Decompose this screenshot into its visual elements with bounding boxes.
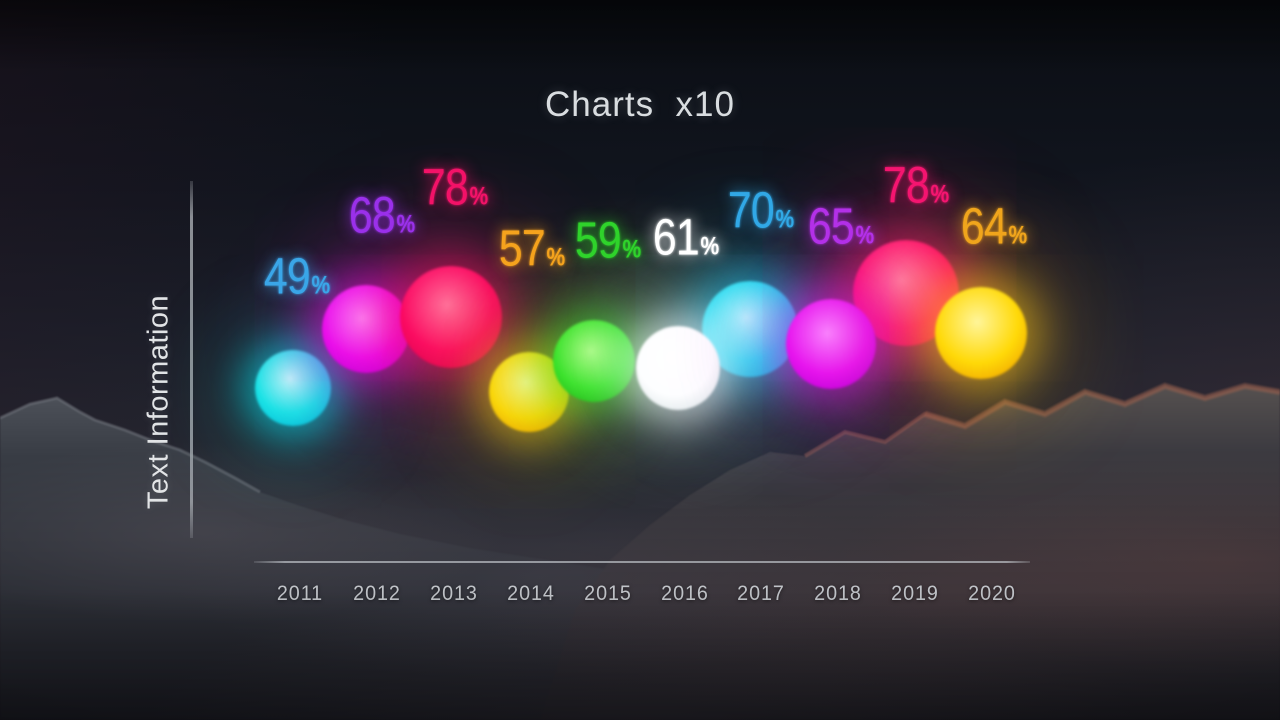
bubble-2015	[553, 320, 635, 402]
x-tick-2016: 2016	[660, 582, 709, 605]
x-tick-2017: 2017	[737, 582, 786, 605]
value-label-2014: 57%	[499, 223, 565, 274]
value-label-2018: 65%	[808, 201, 874, 252]
value-unit: %	[855, 221, 875, 250]
value-label-2015: 59%	[575, 215, 641, 266]
value-unit: %	[622, 235, 642, 264]
value-label-2019: 78%	[883, 160, 949, 211]
value-unit: %	[311, 271, 331, 300]
value-label-2016: 61%	[653, 212, 719, 263]
value-number: 59	[574, 211, 622, 269]
x-tick-2015: 2015	[583, 582, 632, 605]
bubble-2016	[636, 326, 720, 410]
value-label-2013: 78%	[422, 162, 488, 213]
value-unit: %	[396, 210, 416, 239]
value-number: 68	[348, 186, 396, 244]
value-number: 78	[421, 158, 469, 216]
bubble-2013	[400, 266, 502, 368]
x-tick-2013: 2013	[429, 582, 478, 605]
bubble-2011	[255, 350, 331, 426]
bubble-2012	[322, 285, 410, 373]
bubble-2020	[935, 287, 1027, 379]
x-tick-2012: 2012	[353, 582, 401, 605]
value-label-2020: 64%	[961, 201, 1027, 252]
value-number: 78	[882, 156, 930, 214]
x-tick-2014: 2014	[506, 582, 555, 605]
value-number: 61	[652, 208, 700, 266]
value-unit: %	[700, 232, 720, 261]
value-unit: %	[469, 182, 489, 211]
bubble-2018	[786, 299, 876, 389]
x-tick-2011: 2011	[276, 582, 324, 605]
value-label-2011: 49%	[264, 251, 330, 302]
x-tick-2018: 2018	[814, 582, 863, 605]
value-number: 49	[263, 247, 311, 305]
x-axis-line	[254, 561, 1030, 563]
x-tick-2019: 2019	[891, 582, 940, 605]
value-unit: %	[546, 243, 566, 272]
x-tick-2020: 2020	[968, 582, 1016, 605]
value-label-2012: 68%	[349, 190, 415, 241]
value-number: 70	[727, 181, 775, 239]
value-unit: %	[1008, 221, 1028, 250]
value-unit: %	[775, 205, 795, 234]
value-unit: %	[930, 180, 950, 209]
value-number: 65	[807, 197, 855, 255]
value-number: 57	[498, 219, 546, 277]
value-label-2017: 70%	[728, 185, 794, 236]
value-number: 64	[960, 197, 1008, 255]
